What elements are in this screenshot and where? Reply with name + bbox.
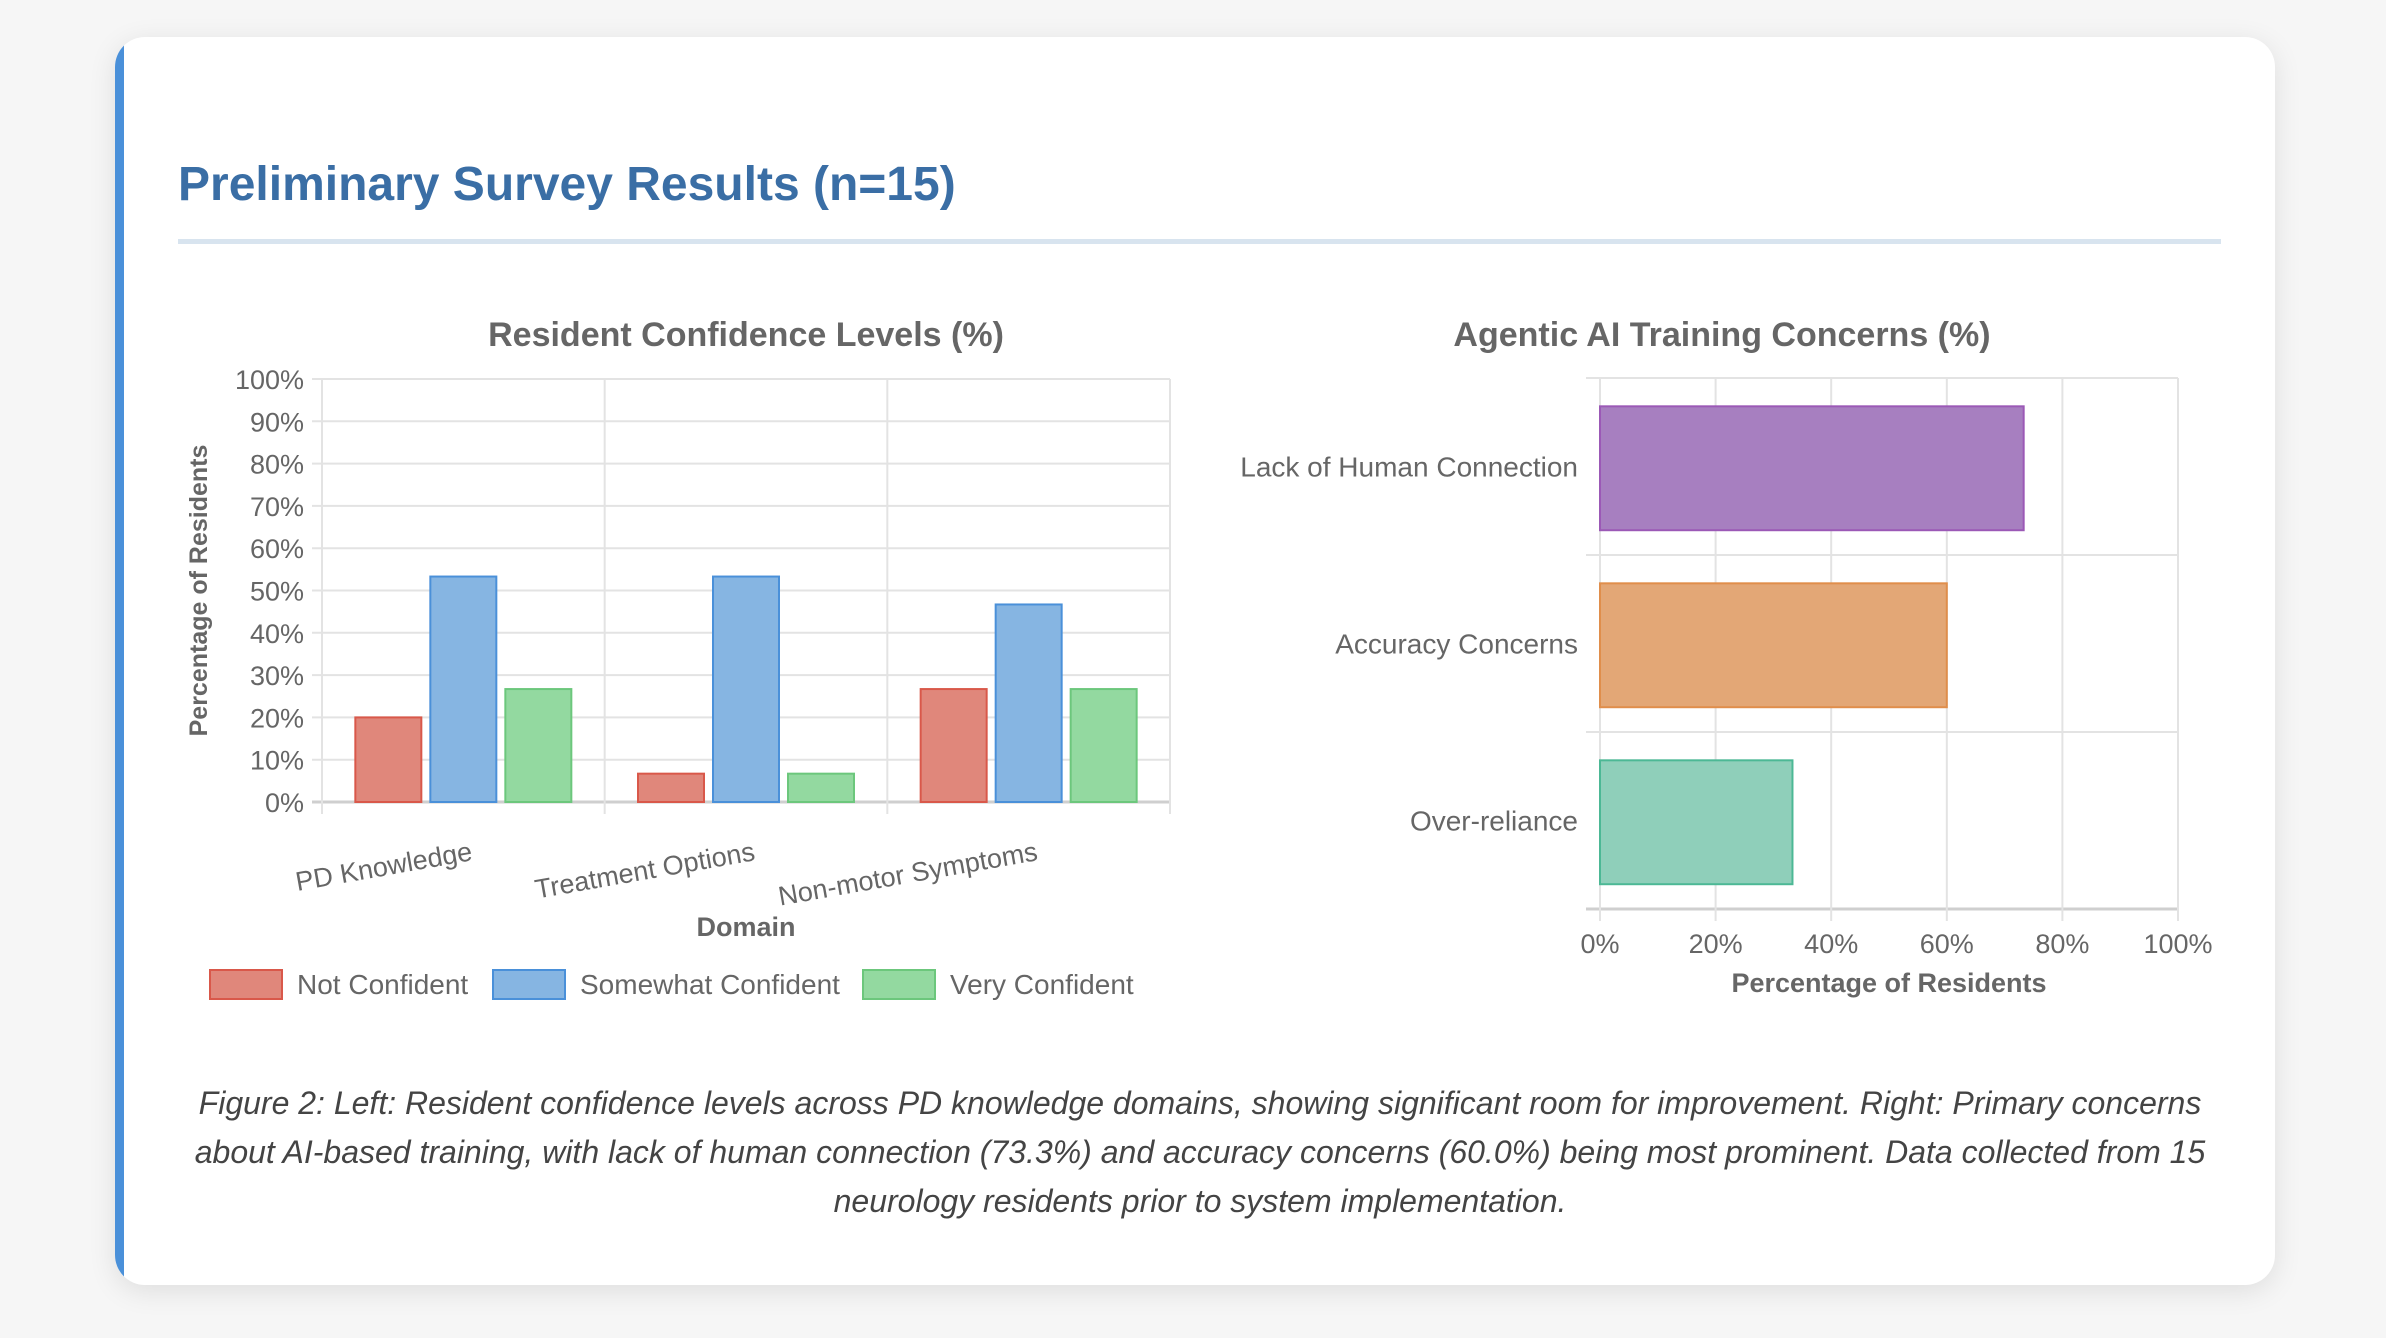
- figure-caption: Figure 2: Left: Resident confidence leve…: [194, 1085, 2206, 1219]
- legend-label: Very Confident: [950, 969, 1134, 1000]
- y-tick-label: 70%: [250, 492, 304, 522]
- y-tick-label: 10%: [250, 746, 304, 776]
- x-tick-label: Non-motor Symptoms: [776, 836, 1040, 911]
- y-tick-label: 60%: [250, 534, 304, 564]
- bar-very-confident: [787, 772, 855, 803]
- x-tick-label: 40%: [1804, 929, 1858, 959]
- bar-not-confident: [637, 772, 705, 803]
- y-tick-label: 0%: [265, 788, 304, 818]
- x-tick-label: Treatment Options: [533, 836, 757, 904]
- x-axis-label: Domain: [696, 912, 795, 942]
- bar-lack-of-human-connection: [1599, 405, 2025, 532]
- bar-accuracy-concerns: [1599, 582, 1948, 709]
- y-tick-label: 40%: [250, 619, 304, 649]
- section-title: Preliminary Survey Results (n=15): [178, 158, 956, 211]
- y-tick-label: 80%: [250, 450, 304, 480]
- bar-somewhat-confident: [712, 575, 780, 804]
- y-tick-label: 20%: [250, 703, 304, 733]
- legend-swatch: [492, 969, 566, 1000]
- x-tick-label: PD Knowledge: [293, 836, 474, 897]
- y-tick-label: 100%: [235, 365, 304, 395]
- x-tick-label: 80%: [2035, 929, 2089, 959]
- left-chart-title: Resident Confidence Levels (%): [488, 316, 1004, 354]
- bar-not-confident: [919, 688, 988, 804]
- bar-not-confident: [354, 716, 423, 804]
- y-tick-label: 50%: [250, 577, 304, 607]
- bar-somewhat-confident: [994, 603, 1063, 803]
- y-tick-label: 90%: [250, 407, 304, 437]
- card-accent-bar: [115, 37, 124, 1285]
- x-axis-label: Percentage of Residents: [1731, 968, 2046, 998]
- legend-swatch: [209, 969, 283, 1000]
- title-divider: [178, 239, 2221, 244]
- x-tick-label: 20%: [1689, 929, 1743, 959]
- x-tick-label: 60%: [1920, 929, 1974, 959]
- right-chart-title: Agentic AI Training Concerns (%): [1453, 316, 1990, 354]
- y-tick-label: Lack of Human Connection: [1240, 452, 1578, 483]
- bar-somewhat-confident: [429, 575, 498, 804]
- legend-swatch: [862, 969, 936, 1000]
- bar-over-reliance: [1599, 759, 1794, 886]
- bar-very-confident: [504, 688, 573, 804]
- legend-label: Not Confident: [297, 969, 468, 1000]
- y-tick-label: 30%: [250, 661, 304, 691]
- x-tick-label: 0%: [1580, 929, 1619, 959]
- bar-very-confident: [1069, 688, 1138, 804]
- y-axis-label: Percentage of Residents: [185, 445, 213, 737]
- x-tick-label: 100%: [2143, 929, 2212, 959]
- y-tick-label: Over-reliance: [1410, 806, 1578, 837]
- legend-label: Somewhat Confident: [580, 969, 840, 1000]
- y-tick-label: Accuracy Concerns: [1335, 629, 1578, 660]
